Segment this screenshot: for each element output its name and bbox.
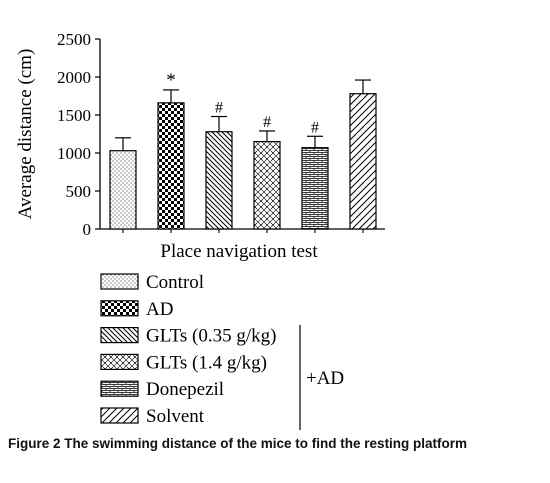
legend-swatch (100, 407, 139, 424)
legend-swatch (100, 327, 139, 344)
legend-label: GLTs (0.35 g/kg) (146, 326, 276, 347)
y-tick-label: 1000 (57, 144, 91, 163)
y-tick-label: 2000 (57, 68, 91, 87)
significance-marker: # (311, 119, 319, 136)
bar-3 (253, 141, 281, 230)
bar-2 (205, 131, 233, 230)
legend-swatch (100, 300, 139, 317)
legend-swatch (100, 353, 139, 370)
legend: Control AD GLTs (0.35 g/kg) GLTs (1.4 g/kg)… (100, 272, 344, 430)
bar-0 (109, 150, 137, 230)
y-tick-label: 2500 (57, 30, 91, 49)
y-axis-label: Average distance (cm) (15, 49, 36, 220)
legend-label: GLTs (1.4 g/kg) (146, 352, 267, 373)
bars: * # # # (109, 70, 377, 233)
y-tick-label: 500 (66, 182, 92, 201)
significance-marker: * (166, 70, 176, 91)
y-tick-label: 1500 (57, 106, 91, 125)
legend-label: Donepezil (146, 379, 224, 400)
significance-marker: # (215, 100, 223, 117)
legend-label: AD (146, 299, 173, 320)
legend-group-label: +AD (306, 368, 344, 389)
figure-caption: Figure 2 The swimming distance of the mi… (8, 436, 468, 451)
legend-swatch (100, 380, 139, 397)
bar-1 (157, 102, 185, 230)
legend-label: Control (146, 272, 204, 293)
bar-4 (301, 147, 329, 230)
bar-5 (349, 93, 377, 230)
significance-marker: # (263, 114, 271, 131)
legend-swatch (100, 273, 139, 290)
legend-label: Solvent (146, 406, 205, 427)
bar-chart: Average distance (cm) Place navigation t… (15, 30, 385, 430)
y-tick-label: 0 (83, 220, 92, 239)
x-axis-label: Place navigation test (160, 241, 318, 262)
axes: 0 500 1000 1500 2000 2500 (57, 30, 385, 239)
